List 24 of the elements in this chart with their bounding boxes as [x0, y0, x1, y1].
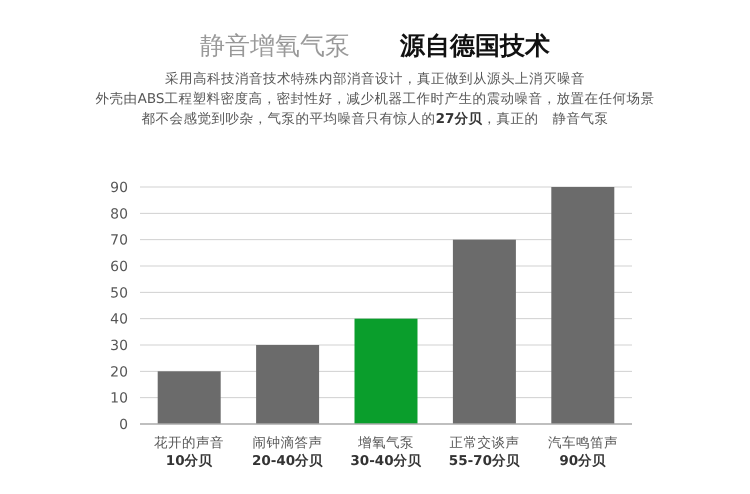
text: 采用高科技消音技术特殊内部消音设计，真正做到从源头上消灭噪音	[165, 71, 585, 87]
x-tick-label: 增氧气泵 30-40分贝	[350, 435, 423, 469]
text: 都不会感觉到吵杂，气泵的平均噪音只有惊人的27分贝，真正的 静音气泵	[142, 111, 608, 127]
text: 外壳由ABS工程塑料密度高，密封性好，减少机器工作时产生的震动噪音，放置在任何场景	[96, 91, 654, 107]
x-tick-label: 花开的声音 10分贝	[154, 435, 224, 469]
y-tick-label: 10	[110, 390, 128, 407]
x-tick-label: 闹钟滴答声 20-40分贝	[252, 435, 324, 469]
bar	[354, 318, 418, 424]
y-tick-label: 20	[110, 364, 128, 380]
y-tick-label: 50	[110, 285, 128, 302]
bar	[256, 345, 320, 424]
y-tick-label: 0	[119, 417, 128, 433]
y-tick-label: 40	[110, 312, 128, 328]
y-tick-label: 80	[110, 206, 128, 222]
bar	[551, 187, 614, 424]
x-tick-label: 汽车鸣笛声 90分贝	[548, 435, 618, 469]
y-tick-label: 60	[110, 259, 128, 275]
y-tick-label: 30	[110, 338, 128, 354]
x-tick-label: 正常交谈声 55-70分贝	[448, 435, 521, 469]
chart-title: 静音增氧气泵 源自德国技术	[200, 31, 550, 60]
bar	[452, 240, 516, 424]
bar	[158, 371, 221, 424]
y-tick-label: 90	[110, 180, 128, 196]
y-tick-label: 70	[110, 232, 128, 249]
